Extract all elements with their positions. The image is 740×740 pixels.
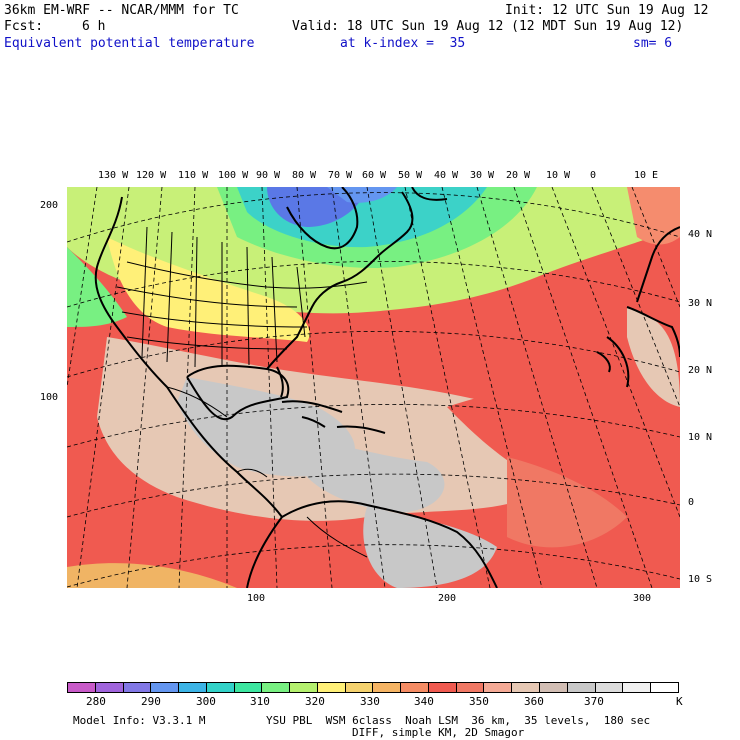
model-title: 36km EM-WRF -- NCAR/MMM for TC [4,3,239,18]
longitude-label: 60 W [362,170,387,181]
longitude-label: 10 E [634,170,659,181]
colorbar-swatch [68,683,96,692]
longitude-label: 30 W [470,170,495,181]
colorbar-tick-label: 280 [86,695,106,708]
political-boundaries [116,226,368,558]
longitude-label: 120 W [136,170,167,181]
colorbar-swatch [179,683,207,692]
longitude-label: 90 W [256,170,281,181]
grid-y-label: 200 [40,200,59,211]
colorbar-swatch [290,683,318,692]
latitude-label: 20 N [688,365,713,376]
longitude-label: 10 W [546,170,571,181]
longitude-label: 0 [590,170,597,181]
colorbar-tick-label: 360 [524,695,544,708]
colorbar-swatch [540,683,568,692]
coastlines [94,187,680,588]
colorbar [67,682,679,693]
colorbar-swatch [151,683,180,692]
longitude-label: 20 W [506,170,531,181]
colorbar-tick-label: 330 [360,695,380,708]
colorbar-swatch [456,683,485,692]
colorbar-swatch [95,683,124,692]
colorbar-tick-label: 370 [584,695,604,708]
colorbar-tick-label: 300 [196,695,216,708]
colorbar-tick-label: 290 [141,695,161,708]
valid-time: Valid: 18 UTC Sun 19 Aug 12 (12 MDT Sun … [292,19,684,34]
latitude-label: 10 N [688,432,713,443]
colorbar-swatch [428,683,457,692]
smoothing-info: sm= 6 [633,36,673,51]
longitude-label: 70 W [328,170,353,181]
level-info: at k-index = 35 [340,36,466,51]
colorbar-swatch [567,683,596,692]
colorbar-swatch [345,683,374,692]
physics-info: YSU PBL WSM 6class Noah LSM 36 km, 35 le… [266,714,651,727]
field-name: Equivalent potential temperature [4,36,255,51]
longitude-label: 110 W [178,170,209,181]
init-time: Init: 12 UTC Sun 19 Aug 12 [505,3,709,18]
longitude-label: 80 W [292,170,317,181]
colorbar-swatch [262,683,291,692]
latitude-label: 40 N [688,229,713,240]
colorbar-swatch [595,683,624,692]
colorbar-swatch [234,683,263,692]
colorbar-swatch [123,683,152,692]
longitude-label: 130 W [98,170,129,181]
diffusion-info: DIFF, simple KM, 2D Smagor [352,726,525,739]
colorbar-swatch [317,683,346,692]
colorbar-swatch [512,683,541,692]
grid-x-label: 100 [247,593,266,604]
colorbar-tick-label: 310 [250,695,270,708]
grid-x-label: 300 [633,593,652,604]
latitude-label: 30 N [688,298,713,309]
longitude-label: 40 W [434,170,459,181]
colorbar-unit: K [676,695,683,708]
colorbar-swatch [484,683,513,692]
longitude-label: 100 W [218,170,249,181]
latitude-label: 0 [688,497,695,508]
longitude-label: 50 W [398,170,423,181]
grid-y-label: 100 [40,392,59,403]
model-info: Model Info: V3.3.1 M [73,714,206,727]
colorbar-tick-label: 340 [414,695,434,708]
field-shading [67,187,680,588]
colorbar-swatch [623,683,652,692]
colorbar-tick-label: 320 [305,695,325,708]
colorbar-swatch [401,683,429,692]
grid-x-label: 200 [438,593,457,604]
colorbar-swatch [206,683,235,692]
latitude-label: 10 S [688,574,713,585]
colorbar-swatch [651,683,678,692]
colorbar-tick-label: 350 [469,695,489,708]
theta-e-map [67,187,680,588]
forecast-hour: 6 h [82,19,106,34]
forecast-label: Fcst: [4,19,44,34]
colorbar-swatch [373,683,402,692]
